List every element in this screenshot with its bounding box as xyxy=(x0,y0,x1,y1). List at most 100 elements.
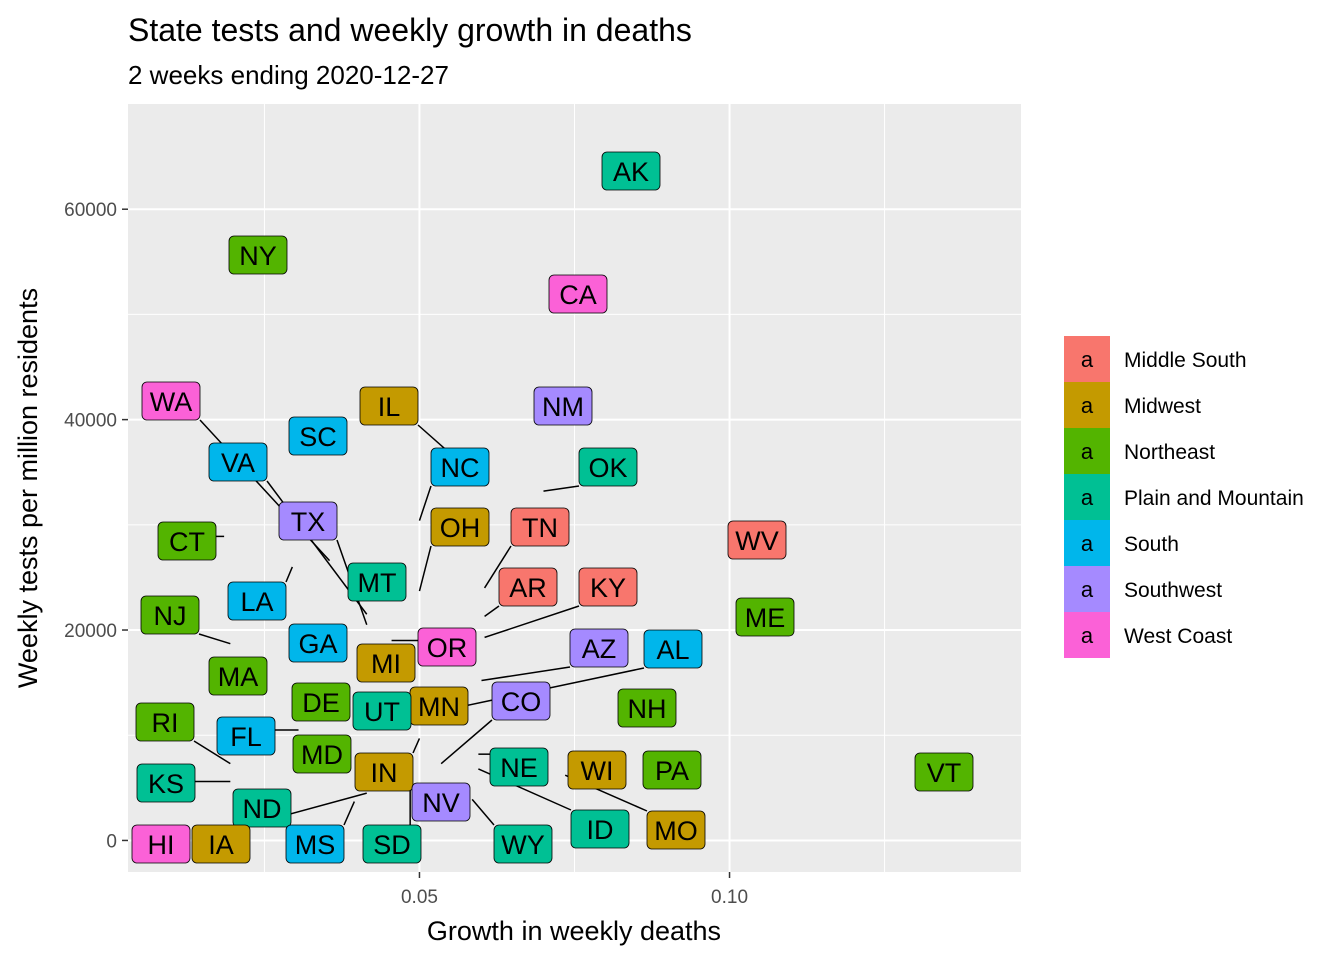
point-label: DE xyxy=(291,682,351,722)
point-label: UT xyxy=(352,691,412,731)
label-box xyxy=(291,682,351,722)
point-label: ME xyxy=(735,597,795,637)
point-label: MT xyxy=(347,562,407,602)
point-label: MO xyxy=(646,810,706,850)
point-label: TN xyxy=(510,507,570,547)
label-box xyxy=(491,681,551,721)
label-box xyxy=(208,442,268,482)
legend-key-glyph: a xyxy=(1081,531,1094,556)
legend-item: a Northeast xyxy=(1064,428,1215,474)
label-box xyxy=(548,274,608,314)
legend-key xyxy=(1064,612,1110,658)
point-label: WI xyxy=(567,750,627,790)
label-box xyxy=(136,763,196,803)
label-text: AL xyxy=(656,635,689,665)
y-tick-label: 0 xyxy=(106,831,117,852)
label-text: MS xyxy=(295,830,336,860)
label-text: OK xyxy=(588,453,627,483)
label-box xyxy=(642,750,702,790)
legend-label: Southwest xyxy=(1124,579,1222,602)
label-box xyxy=(510,507,570,547)
label-box xyxy=(417,627,477,667)
label-text: NC xyxy=(441,453,480,483)
legend-label: Middle South xyxy=(1124,349,1247,372)
label-text: LA xyxy=(240,587,273,617)
legend-item: a South xyxy=(1064,520,1179,566)
connector-line xyxy=(484,605,580,639)
label-text: IL xyxy=(378,392,401,422)
label-box xyxy=(216,716,276,756)
label-text: VT xyxy=(927,758,962,788)
label-box xyxy=(135,702,195,742)
label-box xyxy=(232,788,292,828)
label-box xyxy=(288,416,348,456)
y-axis-title: Weekly tests per million residents xyxy=(13,288,43,688)
label-box xyxy=(643,629,703,669)
label-box xyxy=(489,747,549,787)
connector-line xyxy=(193,740,231,765)
x-tick-label: 0.10 xyxy=(711,887,748,908)
label-text: NV xyxy=(422,788,460,818)
point-label: KY xyxy=(578,567,638,607)
label-text: MA xyxy=(218,662,259,692)
connector-line xyxy=(418,485,432,521)
label-box xyxy=(430,507,490,547)
label-text: UT xyxy=(364,697,400,727)
legend-key xyxy=(1064,520,1110,566)
connector-line xyxy=(285,566,294,583)
legend-key xyxy=(1064,566,1110,612)
point-label: AL xyxy=(643,629,703,669)
label-text: ND xyxy=(243,794,282,824)
y-tick-label: 40000 xyxy=(64,411,117,432)
point-label: IL xyxy=(359,386,419,426)
label-box xyxy=(347,562,407,602)
chart-subtitle: 2 weeks ending 2020-12-27 xyxy=(128,60,449,90)
point-label: OR xyxy=(417,627,477,667)
label-text: NJ xyxy=(154,601,187,631)
label-text: FL xyxy=(230,722,262,752)
x-axis-ticks: 0.05 0.10 xyxy=(401,872,748,908)
label-box xyxy=(646,810,706,850)
label-text: KY xyxy=(590,573,626,603)
point-label: MA xyxy=(208,656,268,696)
legend-key-glyph: a xyxy=(1081,439,1094,464)
point-label: TX xyxy=(278,501,338,541)
legend-key xyxy=(1064,382,1110,428)
legend-key xyxy=(1064,336,1110,382)
label-box xyxy=(578,567,638,607)
label-box xyxy=(356,643,416,683)
label-text: PA xyxy=(655,756,689,786)
legend-label: Northeast xyxy=(1124,441,1215,464)
connector-line xyxy=(471,798,495,826)
label-text: CT xyxy=(169,527,205,557)
point-label: WV xyxy=(727,520,787,560)
legend-label: West Coast xyxy=(1124,625,1232,648)
label-text: TN xyxy=(522,513,558,543)
legend-label: Midwest xyxy=(1124,395,1201,418)
point-label: VA xyxy=(208,442,268,482)
legend: a Middle South a Midwest a Northeast a Plain an… xyxy=(1064,336,1304,658)
label-box xyxy=(352,691,412,731)
label-text: CO xyxy=(501,687,542,717)
point-label: OK xyxy=(578,447,638,487)
label-box xyxy=(533,386,593,426)
legend-key-glyph: a xyxy=(1081,485,1094,510)
legend-item: a Middle South xyxy=(1064,336,1247,382)
label-box xyxy=(131,824,191,864)
label-text: IN xyxy=(371,758,398,788)
point-label: NE xyxy=(489,747,549,787)
point-label: IA xyxy=(191,824,251,864)
label-box xyxy=(292,734,352,774)
point-label: FL xyxy=(216,716,276,756)
label-box xyxy=(359,386,419,426)
label-box xyxy=(157,521,217,561)
label-box xyxy=(498,567,558,607)
label-box xyxy=(354,752,414,792)
connector-line xyxy=(484,605,500,617)
label-text: SD xyxy=(373,830,411,860)
point-label: MN xyxy=(409,686,469,726)
label-text: ME xyxy=(745,603,786,633)
label-text: HI xyxy=(148,830,175,860)
legend-label: Plain and Mountain xyxy=(1124,487,1304,510)
point-label: AK xyxy=(601,151,661,191)
